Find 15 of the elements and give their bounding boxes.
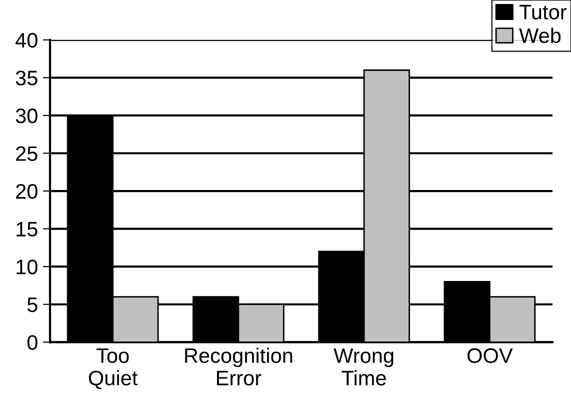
x-tick-label: OOV xyxy=(468,348,513,364)
y-tick-label: 35 xyxy=(16,70,38,86)
y-tick-label: 15 xyxy=(16,222,38,237)
y-tick-label: 25 xyxy=(16,146,38,161)
x-tick-label: Recognition Error xyxy=(185,348,292,386)
y-tick-label: 30 xyxy=(16,108,38,124)
y-tick-label: 20 xyxy=(16,184,38,199)
x-tick-label: Too Quiet xyxy=(88,348,138,390)
legend-label: Tutor xyxy=(519,4,566,20)
y-tick-label: 0 xyxy=(27,335,38,350)
x-tick-label: Wrong Time xyxy=(334,348,394,386)
legend-label: Web xyxy=(519,28,561,44)
y-tick-label: 10 xyxy=(16,260,38,274)
y-tick-label: 5 xyxy=(27,298,38,312)
y-tick-label: 40 xyxy=(16,32,38,48)
